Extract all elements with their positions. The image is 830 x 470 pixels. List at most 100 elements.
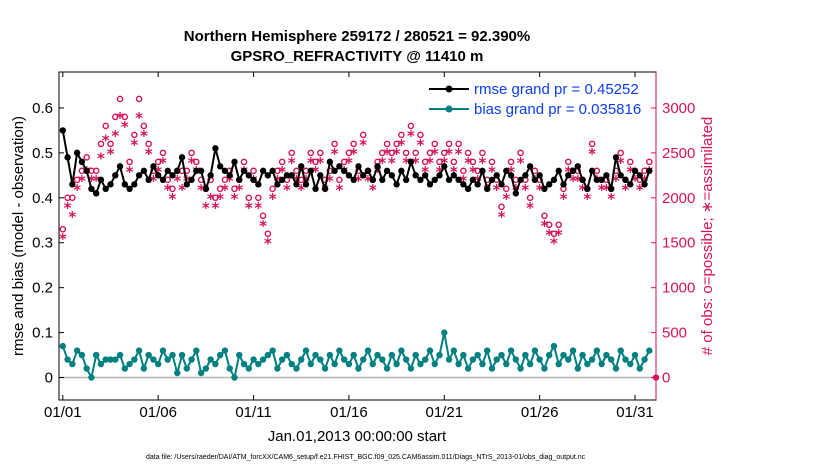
rmse-point	[522, 172, 529, 179]
rmse-point	[221, 167, 229, 175]
obs-possible-marker	[460, 167, 467, 175]
bias-point	[374, 351, 381, 359]
rmse-point	[355, 163, 362, 170]
rmse-point	[593, 176, 601, 184]
obs-assimilated-marker: *	[574, 172, 582, 190]
obs-assimilated-marker: *	[297, 181, 305, 199]
bias-series	[59, 329, 653, 381]
rmse-point	[88, 185, 95, 193]
bias-point	[555, 360, 562, 368]
rmse-point	[398, 167, 405, 175]
bias-point	[450, 347, 458, 354]
rmse-point	[450, 172, 458, 179]
obs-possible-marker	[83, 154, 90, 161]
obs-possible-marker	[126, 158, 133, 166]
rmse-point	[560, 181, 567, 188]
bias-point	[121, 365, 129, 372]
rmse-point	[154, 172, 162, 179]
rmse-point	[64, 154, 71, 161]
bias-point	[607, 356, 615, 363]
x-tick-label: 01/06	[139, 404, 177, 421]
obs-assimilated-marker: *	[245, 199, 253, 217]
obs-possible-marker	[479, 149, 486, 157]
legend-bias-label: bias grand pr = 0.035816	[474, 101, 641, 118]
obs-assimilated-marker: *	[226, 172, 234, 190]
bias-point	[288, 360, 295, 368]
obs-possible-marker	[412, 149, 419, 157]
rmse-point	[622, 176, 629, 184]
bias-point	[545, 351, 553, 359]
bias-point	[307, 360, 314, 368]
rmse-point	[498, 181, 505, 188]
rmse-point	[69, 181, 76, 188]
x-axis: 01/01 01/06 01/11 01/16 01/21 01/26 01/31	[44, 72, 654, 421]
bias-point	[369, 360, 376, 368]
rmse-point	[636, 172, 643, 179]
obs-possible-marker	[97, 140, 105, 148]
y-axis-label: rmse and bias (model - observation)	[10, 116, 27, 356]
obs-possible-marker	[169, 185, 176, 193]
bias-point	[159, 347, 167, 354]
obs-possible-marker	[626, 158, 634, 166]
rmse-point	[588, 167, 596, 175]
bias-point	[469, 356, 477, 363]
bias-point	[565, 356, 572, 363]
bias-point	[236, 351, 243, 359]
obs-assimilated-marker: *	[602, 181, 610, 199]
obs-assimilated-marker: *	[583, 190, 591, 208]
rmse-point	[360, 172, 367, 179]
bias-point	[407, 365, 415, 372]
bias-point	[345, 360, 353, 368]
rmse-point	[212, 145, 219, 152]
y2-tick-label: 3000	[662, 100, 695, 117]
rmse-point	[59, 127, 67, 134]
rmse-point	[216, 163, 224, 170]
bias-point	[140, 365, 148, 372]
rmse-point	[169, 172, 176, 179]
rmse-point	[503, 167, 510, 175]
obs-assimilated-marker: *	[545, 226, 553, 244]
obs-assimilated-marker: *	[626, 163, 634, 181]
obs-assimilated-marker: *	[107, 145, 115, 163]
obs-possible-marker	[231, 185, 238, 193]
y-axis-right: 0 500 1000 1500 2000 2500 3000	[651, 72, 695, 400]
obs-assimilated-marker: *	[211, 199, 219, 217]
rmse-point	[445, 176, 453, 184]
bias-point	[550, 342, 558, 350]
rmse-point	[116, 163, 124, 170]
bias-point	[560, 351, 567, 359]
rmse-point	[631, 167, 639, 175]
obs-assimilated-marker: *	[102, 131, 110, 149]
obs-assimilated-marker: *	[540, 217, 548, 235]
obs-possible-marker	[526, 194, 534, 202]
obs-possible-marker	[107, 140, 114, 148]
bias-point	[293, 365, 300, 372]
rmse-point	[555, 167, 562, 175]
rmse-point	[126, 185, 133, 193]
x-tick-label: 01/26	[521, 404, 559, 421]
obs-possible-marker	[498, 203, 505, 211]
bias-point	[88, 374, 95, 381]
obs-possible-marker	[431, 140, 439, 148]
legend-bias-marker	[445, 105, 453, 113]
obs-assimilated-marker: *	[412, 154, 420, 172]
y-tick-label: 0.1	[32, 325, 53, 342]
obs-possible-marker	[336, 176, 343, 184]
rmse-point	[474, 181, 481, 188]
rmse-point	[183, 181, 190, 188]
obs-possible-marker	[312, 158, 319, 166]
obs-assimilated-marker: *	[383, 145, 391, 163]
obs-assimilated-marker: *	[149, 172, 157, 190]
bias-point	[269, 347, 276, 354]
bias-point	[593, 347, 601, 354]
bias-point	[412, 351, 419, 359]
y2-tick-label: 1500	[662, 235, 695, 252]
obs-possible-marker	[402, 149, 410, 157]
obs-possible-marker	[383, 140, 391, 148]
bias-point	[150, 356, 157, 363]
obs-possible-marker	[240, 158, 248, 166]
obs-assimilated-marker: *	[331, 145, 339, 163]
bias-point	[221, 347, 229, 354]
bias-point	[483, 347, 491, 354]
legend-rmse-marker	[445, 85, 453, 93]
